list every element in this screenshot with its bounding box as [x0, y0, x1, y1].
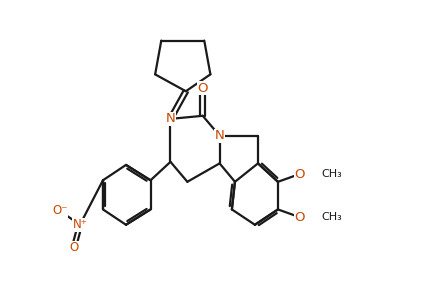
Text: N: N [215, 129, 224, 142]
Text: O: O [294, 211, 305, 224]
Text: O: O [197, 82, 208, 95]
Text: N: N [166, 113, 175, 125]
Text: N⁺: N⁺ [73, 218, 87, 231]
Text: O: O [294, 168, 305, 180]
Text: O⁻: O⁻ [52, 205, 68, 217]
Text: CH₃: CH₃ [321, 212, 342, 222]
Text: O: O [69, 241, 78, 254]
Text: CH₃: CH₃ [321, 169, 342, 179]
